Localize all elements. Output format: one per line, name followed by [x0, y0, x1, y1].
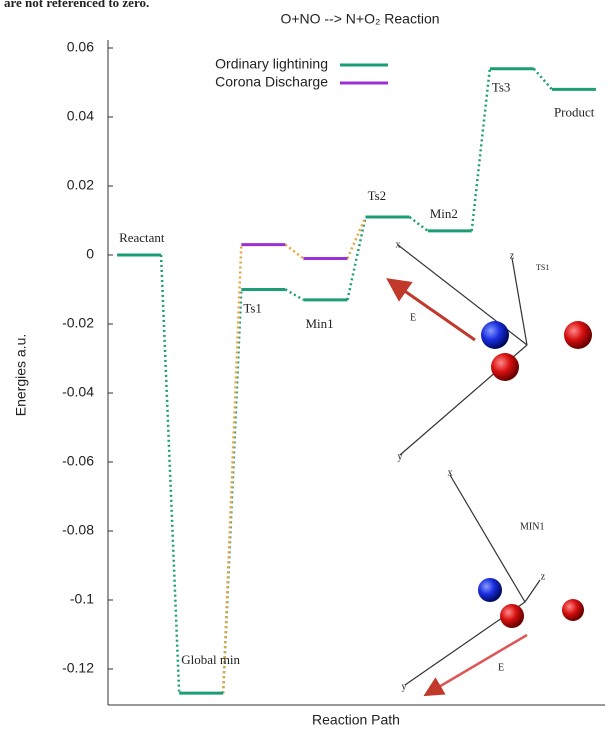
connector — [284, 288, 305, 301]
inset-axis — [449, 474, 526, 603]
y-tick-label: 0.06 — [67, 39, 94, 55]
level-label: Ts2 — [368, 188, 387, 203]
connector — [470, 68, 492, 231]
atom — [562, 599, 584, 621]
field-arrow — [386, 278, 476, 342]
inset-axis — [511, 257, 528, 346]
y-tick-label: -0.1 — [70, 591, 94, 607]
field-arrow — [423, 633, 528, 697]
field-label: E — [498, 662, 504, 673]
field-label: E — [410, 312, 416, 323]
legend-label: Corona Discharge — [215, 74, 328, 90]
connector — [346, 216, 367, 259]
connector — [408, 216, 429, 232]
chart-title: O+NO --> N+O₂ Reaction — [280, 11, 439, 27]
inset-axis-label: y — [398, 451, 403, 462]
level-label: Min2 — [430, 206, 458, 221]
level-label: Min1 — [305, 316, 333, 331]
connector — [221, 289, 243, 694]
y-tick-label: -0.12 — [62, 660, 94, 676]
connector — [221, 244, 243, 694]
inset-axis-label: z — [541, 571, 546, 582]
y-tick-label: 0.02 — [67, 177, 94, 193]
connector — [346, 216, 367, 301]
atom — [481, 321, 509, 349]
inset-axis-label: y — [402, 681, 407, 692]
atom — [478, 578, 502, 602]
y-tick-label: -0.06 — [62, 453, 94, 469]
inset-label: TS1 — [536, 263, 549, 272]
y-tick-label: 0 — [86, 246, 94, 262]
header-note: are not referenced to zero. — [4, 0, 149, 10]
inset-axis — [524, 579, 541, 603]
connector — [284, 243, 305, 260]
inset-label: MIN1 — [520, 521, 544, 532]
connector — [159, 254, 181, 694]
inset-min1 — [404, 474, 584, 697]
atom — [491, 353, 519, 381]
level-label: Ts3 — [492, 80, 511, 95]
level-label: Ts1 — [243, 300, 262, 315]
inset-ts1 — [386, 244, 592, 456]
atom — [500, 604, 524, 628]
x-axis-label: Reaction Path — [312, 712, 400, 728]
y-tick-label: -0.02 — [62, 315, 94, 331]
connector — [532, 67, 553, 91]
level-label: Product — [554, 104, 595, 119]
y-tick-label: -0.08 — [62, 522, 94, 538]
legend-label: Ordinary lightining — [215, 56, 328, 72]
y-tick-label: -0.04 — [62, 384, 94, 400]
level-label: Reactant — [119, 230, 165, 245]
inset-axis-label: x — [448, 467, 453, 478]
y-axis-label: Energies a.u. — [13, 334, 29, 417]
inset-axis-label: z — [510, 250, 515, 261]
atom — [564, 321, 592, 349]
level-label: Global min — [181, 652, 240, 667]
inset-axis-label: x — [396, 239, 401, 250]
y-tick-label: 0.04 — [67, 108, 94, 124]
